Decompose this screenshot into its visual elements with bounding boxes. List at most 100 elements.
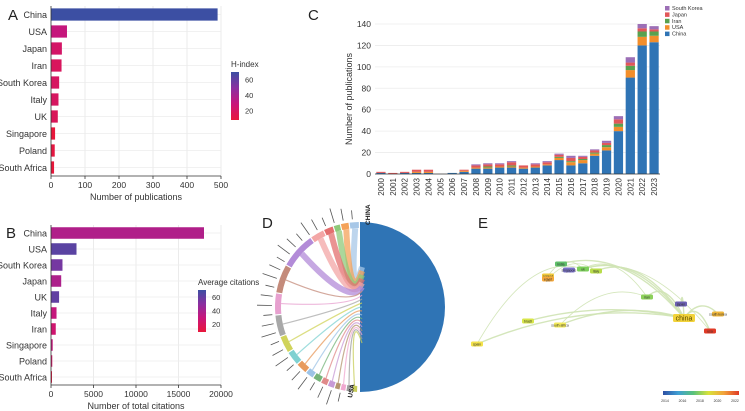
bar-segment-china — [625, 77, 635, 174]
chord-sector — [286, 238, 314, 268]
legend-label: Iran — [672, 19, 681, 25]
bar-china — [51, 227, 204, 239]
chord-tick — [262, 273, 277, 279]
x-tick-label: 2011 — [508, 177, 517, 195]
bar-segment-japan — [471, 165, 481, 168]
x-tick-label: 2020 — [614, 177, 623, 195]
y-tick-label: 100 — [357, 62, 371, 72]
chord-tick — [265, 284, 275, 288]
chord-label-usa: USA — [347, 383, 356, 398]
network-node-label: china — [676, 316, 693, 323]
chord-tick — [277, 244, 290, 255]
legend-swatch-iran — [665, 18, 670, 24]
x-tick-label: 2005 — [436, 177, 445, 195]
chord-tick — [351, 210, 353, 220]
x-tick-label: 2002 — [401, 177, 410, 195]
y-tick-label: 40 — [362, 126, 372, 136]
network-node-label: singapore — [562, 269, 577, 273]
x-tick-label: 2017 — [579, 177, 588, 195]
bar-segment-japan — [518, 165, 529, 168]
bar-segment-south-korea — [649, 26, 659, 30]
bar-segment-south-korea — [578, 155, 588, 157]
category-label: Italy — [30, 309, 47, 319]
bar-segment-china — [518, 168, 529, 174]
colorbar — [231, 72, 239, 120]
bar-segment-japan — [411, 169, 422, 172]
category-label: Singapore — [6, 341, 47, 351]
bar-segment-china — [483, 168, 493, 174]
x-axis-title: Number of publications — [90, 192, 183, 202]
bar-segment-usa — [459, 170, 469, 172]
bar-segment-china — [447, 172, 457, 174]
chord-ribbon — [325, 319, 363, 379]
bar-segment-japan — [590, 150, 600, 153]
x-tick-label: 2016 — [567, 177, 576, 195]
bar-segment-iran — [613, 123, 624, 127]
legend-label: South Korea — [672, 6, 704, 12]
bar-segment-iran — [483, 166, 493, 168]
chord-sector — [334, 382, 341, 390]
x-tick-label: 2007 — [460, 177, 469, 195]
chord-sector — [306, 368, 316, 378]
network-node-egypt — [542, 276, 554, 282]
bar-segment-usa — [637, 36, 647, 46]
bar-segment-usa — [411, 171, 422, 173]
chord-label-china: CHINA — [365, 204, 372, 225]
network-link — [476, 265, 584, 345]
bar-japan — [51, 275, 62, 287]
colorbar-tick-label: 60 — [212, 293, 220, 302]
x-tick-label: 500 — [214, 180, 228, 190]
network-node-japan — [675, 301, 687, 307]
timeline-tick-label: 2020 — [714, 399, 722, 403]
category-label: USA — [28, 245, 47, 255]
bar-china — [51, 8, 218, 21]
category-label: China — [23, 10, 47, 20]
chord-sector — [313, 373, 323, 383]
category-label: Japan — [22, 44, 47, 54]
network-link — [582, 265, 711, 332]
x-tick-label: 2012 — [519, 177, 528, 195]
bar-segment-usa — [495, 166, 505, 168]
chord-tick — [317, 386, 324, 398]
x-tick-label: 0 — [49, 389, 54, 399]
bar-south-africa — [51, 371, 52, 383]
bar-uk — [51, 291, 60, 303]
bar-segment-china — [495, 167, 505, 174]
chord-tick — [340, 208, 344, 221]
bar-segment-usa — [518, 167, 529, 169]
bar-south-africa — [51, 161, 55, 174]
x-tick-label: 2013 — [531, 177, 540, 195]
bar-poland — [51, 144, 55, 157]
category-label: UK — [34, 112, 47, 122]
bar-segment-iran — [590, 152, 600, 154]
legend-swatch-south-korea — [665, 6, 670, 11]
chord-sector — [333, 224, 342, 232]
bar-segment-china — [376, 172, 386, 174]
network-node-label: egypt — [544, 278, 552, 282]
x-tick-label: 2009 — [484, 177, 493, 195]
network-node-label: india — [557, 263, 564, 267]
colorbar-tick-label: 40 — [245, 91, 253, 100]
chord-tick — [326, 390, 332, 405]
legend-swatch-china — [665, 31, 670, 37]
chord-ribbon — [281, 294, 363, 305]
network-node-label: usa — [707, 330, 713, 334]
bar-segment-iran — [566, 161, 576, 163]
chord-tick — [263, 314, 273, 316]
x-tick-label: 2018 — [591, 177, 600, 195]
network-link — [560, 259, 685, 319]
bar-segment-south-korea — [495, 163, 505, 165]
bar-segment-usa — [506, 166, 517, 168]
chord-ribbon — [299, 251, 365, 296]
network-node-south-africa — [554, 322, 566, 328]
chord-ribbon — [337, 324, 363, 384]
colorbar-tick-label: 20 — [212, 320, 220, 329]
bar-segment-south-korea — [483, 163, 493, 165]
bar-segment-japan — [506, 162, 517, 166]
y-tick-label: 80 — [362, 83, 372, 93]
network-node-label: iran — [644, 296, 650, 300]
y-tick-label: 60 — [362, 105, 372, 115]
category-label: South Africa — [0, 163, 47, 173]
bar-segment-usa — [423, 171, 434, 173]
bar-segment-japan — [649, 29, 659, 32]
